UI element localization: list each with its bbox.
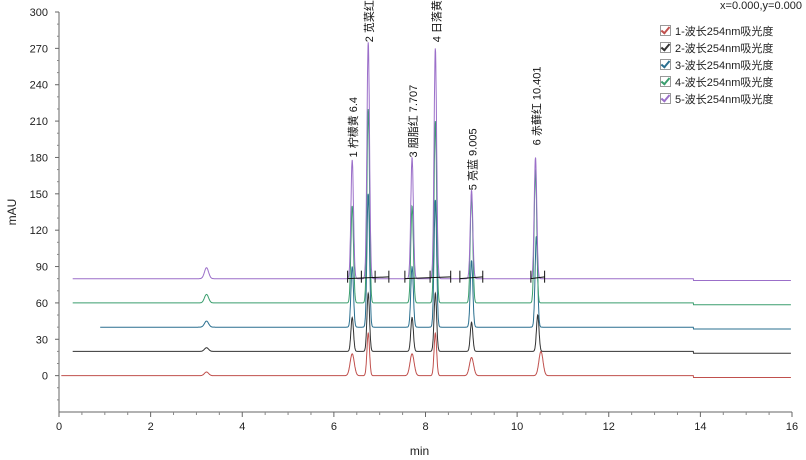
legend-item-3[interactable]: 3-波长254nm吸光度 xyxy=(660,56,773,73)
y-tick-label: 90 xyxy=(36,262,48,274)
x-tick-label: 8 xyxy=(422,421,428,433)
legend-label: 2-波长254nm吸光度 xyxy=(675,42,774,55)
y-tick-label: 270 xyxy=(30,43,48,55)
x-tick-label: 2 xyxy=(148,421,154,433)
x-tick-label: 14 xyxy=(694,421,706,433)
peak-label-4: 4 日落黄 8.215 xyxy=(429,0,443,42)
legend-label: 1-波长254nm吸光度 xyxy=(675,25,774,38)
y-tick-label: 120 xyxy=(30,225,48,237)
series-line-1 xyxy=(61,331,791,378)
y-tick-label: 300 xyxy=(30,7,48,19)
legend-label: 5-波长254nm吸光度 xyxy=(675,93,774,106)
legend-item-1[interactable]: 1-波长254nm吸光度 xyxy=(660,22,773,39)
y-tick-label: 150 xyxy=(30,189,48,201)
checkbox-icon[interactable] xyxy=(660,59,671,70)
checkbox-icon[interactable] xyxy=(660,42,671,53)
series-line-4 xyxy=(72,108,791,306)
y-axis-title: mAU xyxy=(5,199,19,226)
peak-label-6: 6 赤藓红 10.401 xyxy=(530,66,543,145)
integration-baseline xyxy=(347,276,389,280)
y-tick-label: 210 xyxy=(30,116,48,128)
legend-label: 3-波长254nm吸光度 xyxy=(675,59,774,72)
peak-label-2: 2 苋菜红 6.75 xyxy=(363,0,376,42)
integration-baseline xyxy=(530,276,545,280)
series-line-5 xyxy=(72,42,791,281)
integration-baseline xyxy=(459,276,483,280)
checkbox-icon[interactable] xyxy=(660,93,671,104)
legend-label: 4-波长254nm吸光度 xyxy=(675,76,774,89)
y-tick-label: 0 xyxy=(42,371,48,383)
y-tick-label: 60 xyxy=(36,298,48,310)
legend-item-4[interactable]: 4-波长254nm吸光度 xyxy=(660,73,773,90)
x-tick-label: 4 xyxy=(239,421,245,433)
peak-label-5: 5 亮蓝 9.005 xyxy=(466,128,480,190)
x-tick-label: 12 xyxy=(603,421,615,433)
series-line-3 xyxy=(100,193,791,330)
integration-baseline xyxy=(404,276,451,280)
checkbox-icon[interactable] xyxy=(660,76,671,87)
x-axis-title: min xyxy=(410,444,429,458)
y-tick-label: 240 xyxy=(30,80,48,92)
y-tick-label: 30 xyxy=(36,334,48,346)
x-tick-label: 10 xyxy=(511,421,523,433)
peak-label-1: 1 柠檬黄 6.4 xyxy=(346,97,360,158)
coordinate-readout: x=0.000,y=0.000 xyxy=(720,0,802,12)
x-tick-label: 6 xyxy=(331,421,337,433)
legend-item-5[interactable]: 5-波长254nm吸光度 xyxy=(660,90,773,107)
checkbox-icon[interactable] xyxy=(660,25,671,36)
legend: 1-波长254nm吸光度 2-波长254nm吸光度 3-波长254nm吸光度 4-波长… xyxy=(660,22,773,107)
peak-label-3: 3 胭脂红 7.707 xyxy=(406,85,420,158)
legend-item-2[interactable]: 2-波长254nm吸光度 xyxy=(660,39,773,56)
series-line-2 xyxy=(72,291,791,354)
x-tick-label: 16 xyxy=(786,421,798,433)
y-tick-label: 180 xyxy=(30,152,48,164)
x-tick-label: 0 xyxy=(56,421,62,433)
